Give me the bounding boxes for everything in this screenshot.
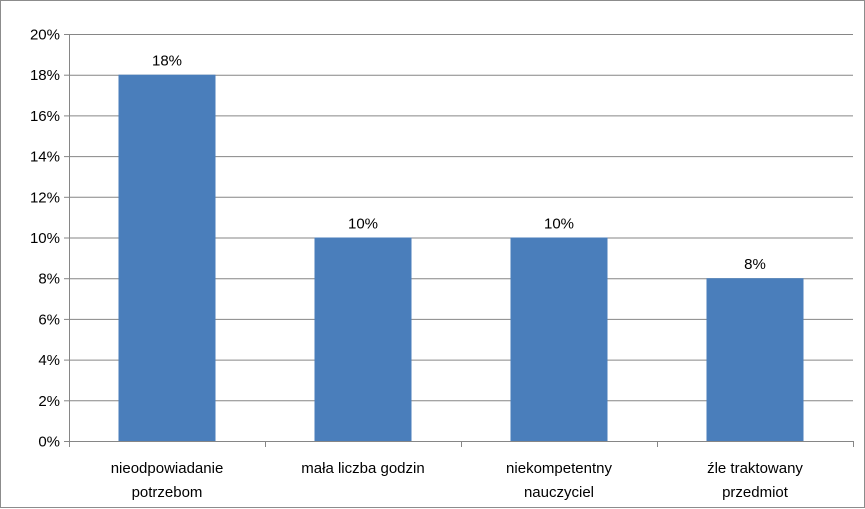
y-tick-label: 12% — [30, 189, 60, 206]
y-tick-label: 16% — [30, 108, 60, 125]
y-tick-label: 6% — [38, 311, 60, 328]
category-label-line: mała liczba godzin — [301, 460, 424, 477]
y-tick-label: 10% — [30, 230, 60, 247]
y-tick-label: 0% — [38, 434, 60, 451]
y-tick-label: 14% — [30, 149, 60, 166]
bar — [118, 74, 216, 441]
bar — [314, 237, 412, 441]
y-tick-label: 2% — [38, 393, 60, 410]
category-label: niekompetentny nauczyciel — [506, 460, 612, 501]
category-label-line: niekompetentny — [506, 460, 612, 477]
y-tick-label: 20% — [30, 27, 60, 44]
category-label-line: przedmiot — [722, 484, 789, 501]
y-tick-label: 4% — [38, 352, 60, 369]
y-tick-label: 8% — [38, 271, 60, 288]
data-label: 8% — [744, 256, 766, 273]
category-label: nieodpowiadanie potrzebom — [111, 460, 224, 501]
data-label: 10% — [544, 216, 574, 233]
category-label-line: nieodpowiadanie — [111, 460, 224, 477]
category-label: źle traktowany przedmiot — [707, 460, 803, 501]
category-label-line: źle traktowany — [707, 460, 803, 477]
bar — [510, 237, 608, 441]
data-label: 18% — [152, 53, 182, 70]
category-label-line: potrzebom — [132, 484, 203, 501]
category-label-line: nauczyciel — [524, 484, 594, 501]
category-label: mała liczba godzin — [301, 460, 424, 477]
bar — [706, 278, 804, 441]
data-label: 10% — [348, 216, 378, 233]
y-tick-label: 18% — [30, 67, 60, 84]
